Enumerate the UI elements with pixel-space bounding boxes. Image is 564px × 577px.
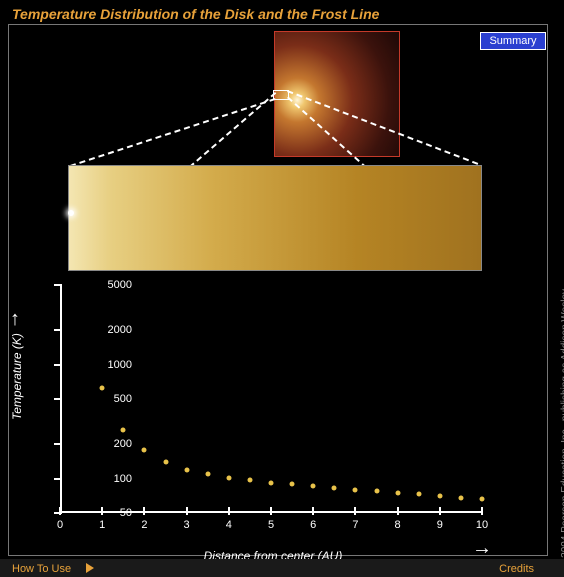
- data-point: [395, 490, 400, 495]
- data-point: [121, 427, 126, 432]
- data-point: [247, 478, 252, 483]
- y-tick-label: 100: [114, 473, 132, 485]
- x-tick-label: 9: [437, 519, 443, 531]
- summary-button[interactable]: Summary: [480, 32, 546, 50]
- disk-zoom-panel: [68, 165, 482, 271]
- x-tick-label: 2: [141, 519, 147, 531]
- y-tick-label: 50: [120, 507, 132, 519]
- y-tick-label: 500: [114, 393, 132, 405]
- x-tick-label: 5: [268, 519, 274, 531]
- data-point: [458, 495, 463, 500]
- x-tick-label: 3: [184, 519, 190, 531]
- data-point: [142, 447, 147, 452]
- x-tick-label: 6: [310, 519, 316, 531]
- footer-bar: [0, 559, 564, 577]
- x-tick-label: 0: [57, 519, 63, 531]
- x-tick-label: 7: [352, 519, 358, 531]
- y-tick-label: 2000: [108, 324, 132, 336]
- y-axis-label: Temperature (K): [10, 333, 24, 420]
- y-tick-label: 200: [114, 438, 132, 450]
- data-point: [480, 497, 485, 502]
- x-tick-label: 10: [476, 519, 488, 531]
- data-point: [100, 386, 105, 391]
- data-point: [416, 492, 421, 497]
- credits-button[interactable]: Credits: [499, 563, 534, 575]
- data-point: [290, 482, 295, 487]
- how-to-use-button[interactable]: How To Use: [12, 563, 71, 575]
- arrow-right-icon: →: [472, 537, 492, 560]
- data-point: [311, 484, 316, 489]
- data-point: [353, 487, 358, 492]
- x-tick-label: 8: [395, 519, 401, 531]
- copyright-text: © 2004 Pearson Education, Inc., publishi…: [548, 232, 562, 572]
- data-point: [205, 471, 210, 476]
- page-title: Temperature Distribution of the Disk and…: [12, 6, 379, 22]
- data-point: [269, 480, 274, 485]
- data-point: [226, 475, 231, 480]
- y-tick-label: 5000: [108, 279, 132, 291]
- data-point: [184, 467, 189, 472]
- play-icon: [86, 563, 94, 573]
- data-point: [163, 460, 168, 465]
- app-stage: Temperature Distribution of the Disk and…: [0, 0, 564, 577]
- data-point: [374, 488, 379, 493]
- x-tick-label: 1: [99, 519, 105, 531]
- y-tick-label: 1000: [108, 359, 132, 371]
- star-icon: [68, 210, 74, 216]
- data-point: [437, 493, 442, 498]
- arrow-up-icon: ↑: [10, 308, 20, 331]
- data-point: [332, 485, 337, 490]
- x-tick-label: 4: [226, 519, 232, 531]
